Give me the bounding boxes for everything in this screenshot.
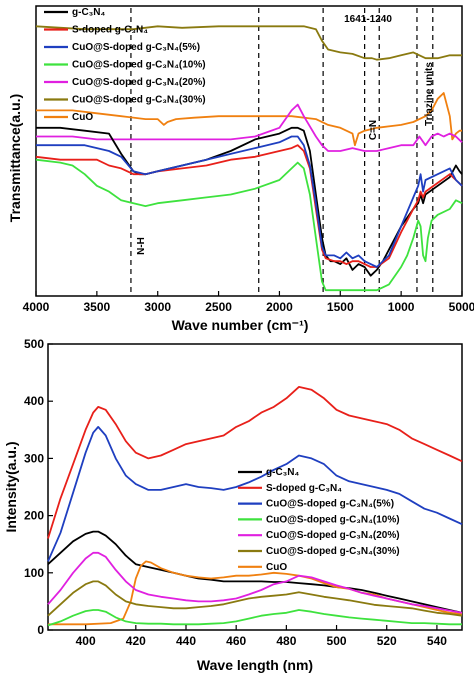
ftir-y-axis-title: Transmittance(a.u.): [7, 94, 23, 222]
pl-y-tick-label: 500: [24, 337, 44, 351]
ftir-reference-lines: [130, 8, 434, 296]
ftir-x-tick-label: 3500: [84, 300, 111, 314]
ftir-x-axis-title: Wave number (cm⁻¹): [172, 317, 309, 333]
pl-y-axis-title: Intensity(a.u.): [3, 441, 19, 532]
pl-legend-label: CuO@S-doped g-C₃N₄(30%): [266, 546, 400, 557]
pl-legend-label: S-doped g-C₃N₄: [266, 483, 342, 494]
ftir-legend-label: CuO@S-doped g-C₃N₄(10%): [72, 60, 206, 71]
pl-y-tick-label: 400: [24, 394, 44, 408]
ftir-x-tick-label: 2500: [205, 300, 232, 314]
annotation-cn: C=N: [368, 120, 379, 140]
pl-y-tick-label: 300: [24, 451, 44, 465]
pl-x-tick-label: 460: [226, 634, 246, 648]
ftir-chart: 4000 3500 3000 2500 2000 1500 1000 5000 1641-12…: [7, 5, 474, 333]
pl-legend-label: CuO: [266, 562, 287, 573]
ftir-x-tick-label: 3000: [144, 300, 171, 314]
pl-series-cuo-s-doped-g-c3n4-20: [47, 551, 463, 614]
annotation-nh: N-H: [136, 237, 147, 255]
ftir-series-lines: [35, 25, 463, 292]
pl-legend-label: CuO@S-doped g-C₃N₄(10%): [266, 514, 400, 525]
pl-series-lines: [47, 386, 463, 627]
ftir-x-tick-label: 1000: [388, 300, 415, 314]
pl-series-cuo-s-doped-g-c3n4-30: [47, 580, 463, 617]
ftir-x-tick-label: 4000: [23, 300, 50, 314]
pl-x-tick-label: 420: [126, 634, 146, 648]
ftir-series-cuo-s-doped-g-c3n4-30: [35, 25, 462, 61]
pl-series-cuo-s-doped-g-c3n4-5: [47, 426, 463, 562]
pl-series-g-c3n4: [47, 530, 463, 614]
ftir-series-cuo-s-doped-g-c3n4-5: [36, 135, 463, 268]
pl-x-tick-label: 520: [377, 634, 397, 648]
pl-x-tick-label: 440: [176, 634, 196, 648]
ftir-legend-label: CuO@S-doped g-C₃N₄(5%): [72, 42, 200, 53]
ftir-series-cuo: [36, 92, 462, 147]
pl-x-tick-label: 480: [276, 634, 296, 648]
ftir-x-tick-label: 1500: [327, 300, 354, 314]
ftir-legend-label: CuO@S-doped g-C₃N₄(20%): [72, 77, 206, 88]
ftir-x-ticks: 4000 3500 3000 2500 2000 1500 1000 5000: [23, 291, 474, 314]
ftir-series-cuo-s-doped-g-c3n4-20: [36, 103, 463, 152]
ftir-series-cuo-s-doped-g-c3n4-10: [35, 158, 463, 292]
annotation-1641-1240: 1641-1240: [344, 14, 392, 25]
annotation-triazine-units: Triazine units: [424, 62, 435, 126]
pl-y-ticks: 0 100 200 300 400 500: [24, 337, 53, 637]
ftir-legend-label: CuO@S-doped g-C₃N₄(30%): [72, 95, 206, 106]
pl-y-tick-label: 200: [24, 509, 44, 523]
pl-x-tick-label: 500: [327, 634, 347, 648]
pl-y-tick-label: 0: [37, 623, 44, 637]
pl-x-tick-label: 540: [427, 634, 447, 648]
ftir-legend: g-C₃N₄ S-doped g-C₃N₄ CuO@S-doped g-C₃N₄(5…: [44, 7, 206, 123]
pl-x-axis-title: Wave length (nm): [197, 657, 313, 673]
ftir-series-s-doped-g-c3n4: [35, 144, 463, 268]
pl-legend-label: g-C₃N₄: [266, 467, 300, 478]
ftir-x-tick-label: 5000: [449, 300, 474, 314]
pl-chart: 400 420 440 460 480 500 520 540 0 100 200 300 400 50…: [3, 337, 463, 673]
pl-series-cuo-s-doped-g-c3n4-10: [47, 609, 462, 627]
ftir-x-tick-label: 2000: [266, 300, 293, 314]
pl-legend-label: CuO@S-doped g-C₃N₄(20%): [266, 530, 400, 541]
pl-x-tick-label: 400: [76, 634, 96, 648]
pl-x-ticks: 400 420 440 460 480 500 520 540: [76, 625, 447, 648]
pl-series-s-doped-g-c3n4: [47, 386, 463, 539]
ftir-legend-label: g-C₃N₄: [72, 7, 106, 18]
ftir-legend-label: CuO: [72, 112, 93, 123]
pl-y-tick-label: 100: [24, 566, 44, 580]
pl-legend-label: CuO@S-doped g-C₃N₄(5%): [266, 499, 394, 510]
ftir-legend-label: S-doped g-C₃N₄: [72, 25, 148, 36]
pl-legend: g-C₃N₄ S-doped g-C₃N₄ CuO@S-doped g-C₃N₄(5…: [238, 467, 400, 573]
